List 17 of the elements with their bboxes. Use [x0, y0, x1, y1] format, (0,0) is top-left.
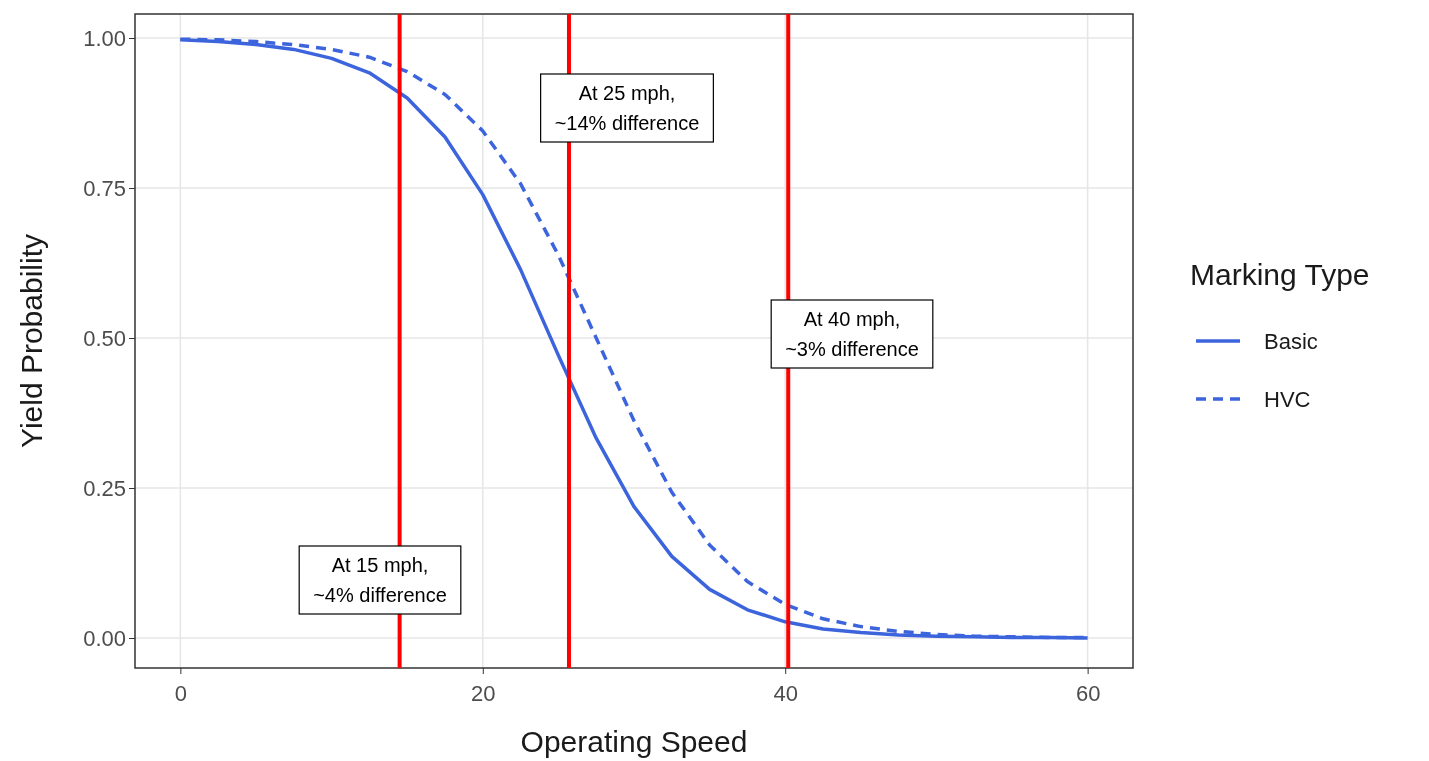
- x-tick-label: 60: [1075, 681, 1101, 707]
- y-axis-title: Yield Probability: [15, 234, 48, 448]
- y-tick-label: 0.75: [83, 175, 126, 201]
- y-tick-label: 0.00: [83, 625, 126, 651]
- legend-label: HVC: [1264, 387, 1311, 412]
- annotation: At 15 mph, ~4% difference: [313, 554, 447, 606]
- legend-label: Basic: [1264, 329, 1318, 354]
- y-tick-label: 0.50: [83, 325, 126, 351]
- annotation: At 25 mph, ~14% difference: [554, 82, 700, 134]
- x-axis-title: Operating Speed: [520, 725, 748, 758]
- y-tick-label: 0.25: [83, 475, 126, 501]
- annotation: At 40 mph, ~3% difference: [785, 308, 919, 360]
- y-tick-label: 1.00: [83, 25, 126, 51]
- x-tick-label: 20: [471, 681, 496, 707]
- x-tick-label: 0: [174, 681, 187, 707]
- legend-title: Marking Type: [1190, 258, 1370, 291]
- x-tick-label: 40: [773, 681, 798, 707]
